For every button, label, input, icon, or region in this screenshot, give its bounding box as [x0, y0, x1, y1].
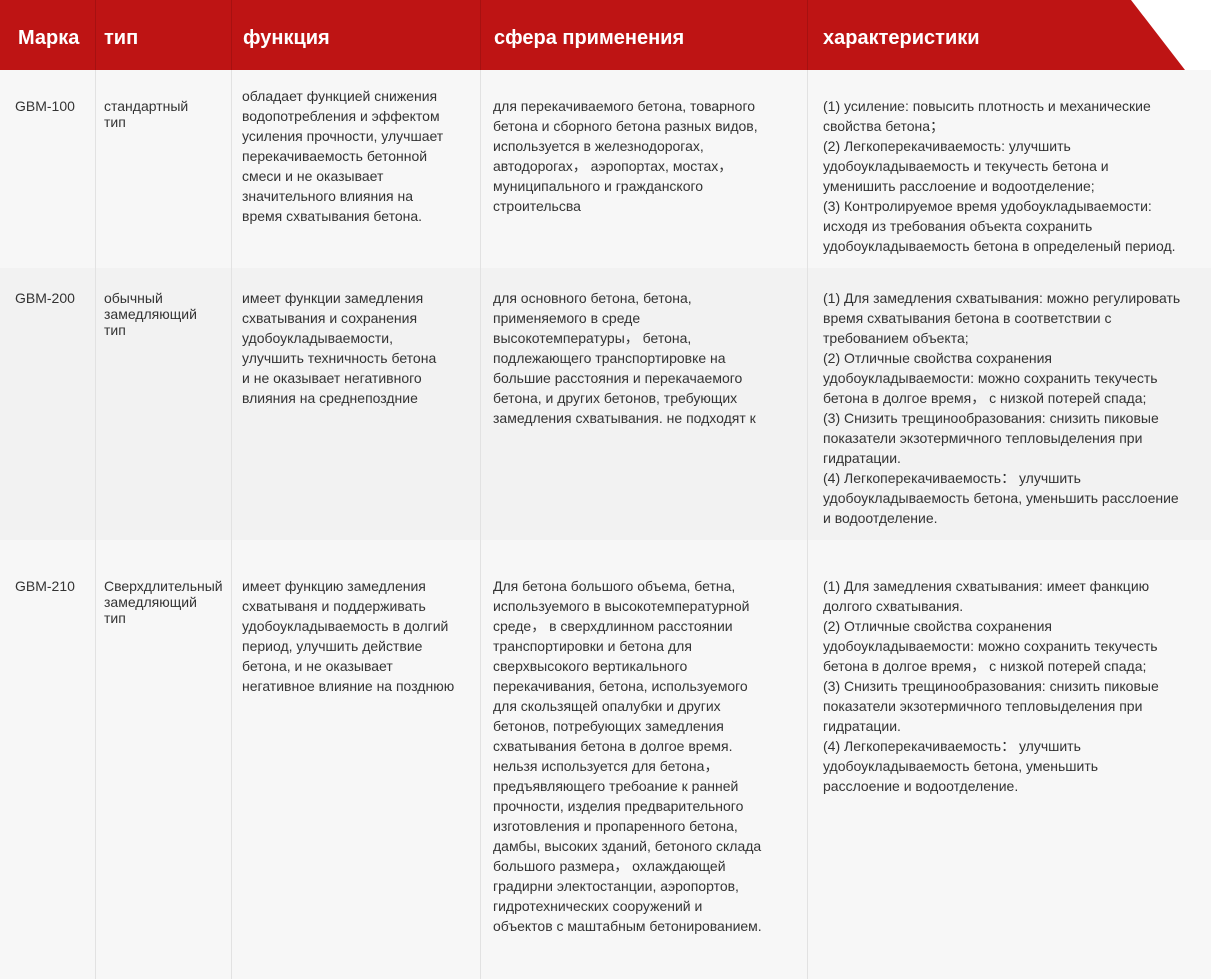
- header-background: [0, 0, 1185, 70]
- type-cell: обычный замедляющий тип: [95, 268, 231, 540]
- header-scope: сфера применения: [494, 27, 685, 49]
- features-cell: (1) Для замедления схватывания: можно ре…: [807, 268, 1211, 540]
- mark-cell: GBM-100: [15, 98, 75, 114]
- scope-cell: для основного бетона, бетона, применяемо…: [480, 268, 807, 540]
- features-cell: (1) усиление: повысить плотность и механ…: [807, 70, 1211, 268]
- features-cell: (1) Для замедления схватывания: имеет фа…: [807, 540, 1211, 979]
- function-cell: имеет функцию замедления схватываня и по…: [231, 540, 480, 979]
- table-row: GBM-210 Сверхдлительный замедляющий тип …: [0, 540, 1211, 979]
- header-type: тип: [104, 27, 139, 49]
- type-cell: Сверхдлительный замедляющий тип: [95, 540, 231, 979]
- scope-cell: Для бетона большого объема, бетна, испол…: [480, 540, 807, 979]
- table-row: GBM-200 обычный замедляющий тип имеет фу…: [0, 268, 1211, 540]
- header-function: функция: [243, 27, 330, 49]
- table-row: GBM-100 стандартный тип обладает функцие…: [0, 70, 1211, 268]
- mark-cell: GBM-210: [15, 578, 75, 594]
- header-mark: Марка: [18, 27, 80, 49]
- function-cell: обладает функцией снижения водопотреблен…: [231, 70, 480, 268]
- divider: [480, 0, 481, 70]
- divider: [807, 0, 808, 70]
- table-header: Марка тип функция сфера применения харак…: [0, 0, 1211, 70]
- type-cell: стандартный тип: [95, 70, 231, 268]
- function-cell: имеет функции замедления схватывания и с…: [231, 268, 480, 540]
- mark-cell: GBM-200: [15, 290, 75, 306]
- divider: [231, 0, 232, 70]
- divider: [95, 0, 96, 70]
- header-features: характеристики: [823, 27, 980, 49]
- scope-cell: для перекачиваемого бетона, товарного бе…: [480, 70, 807, 268]
